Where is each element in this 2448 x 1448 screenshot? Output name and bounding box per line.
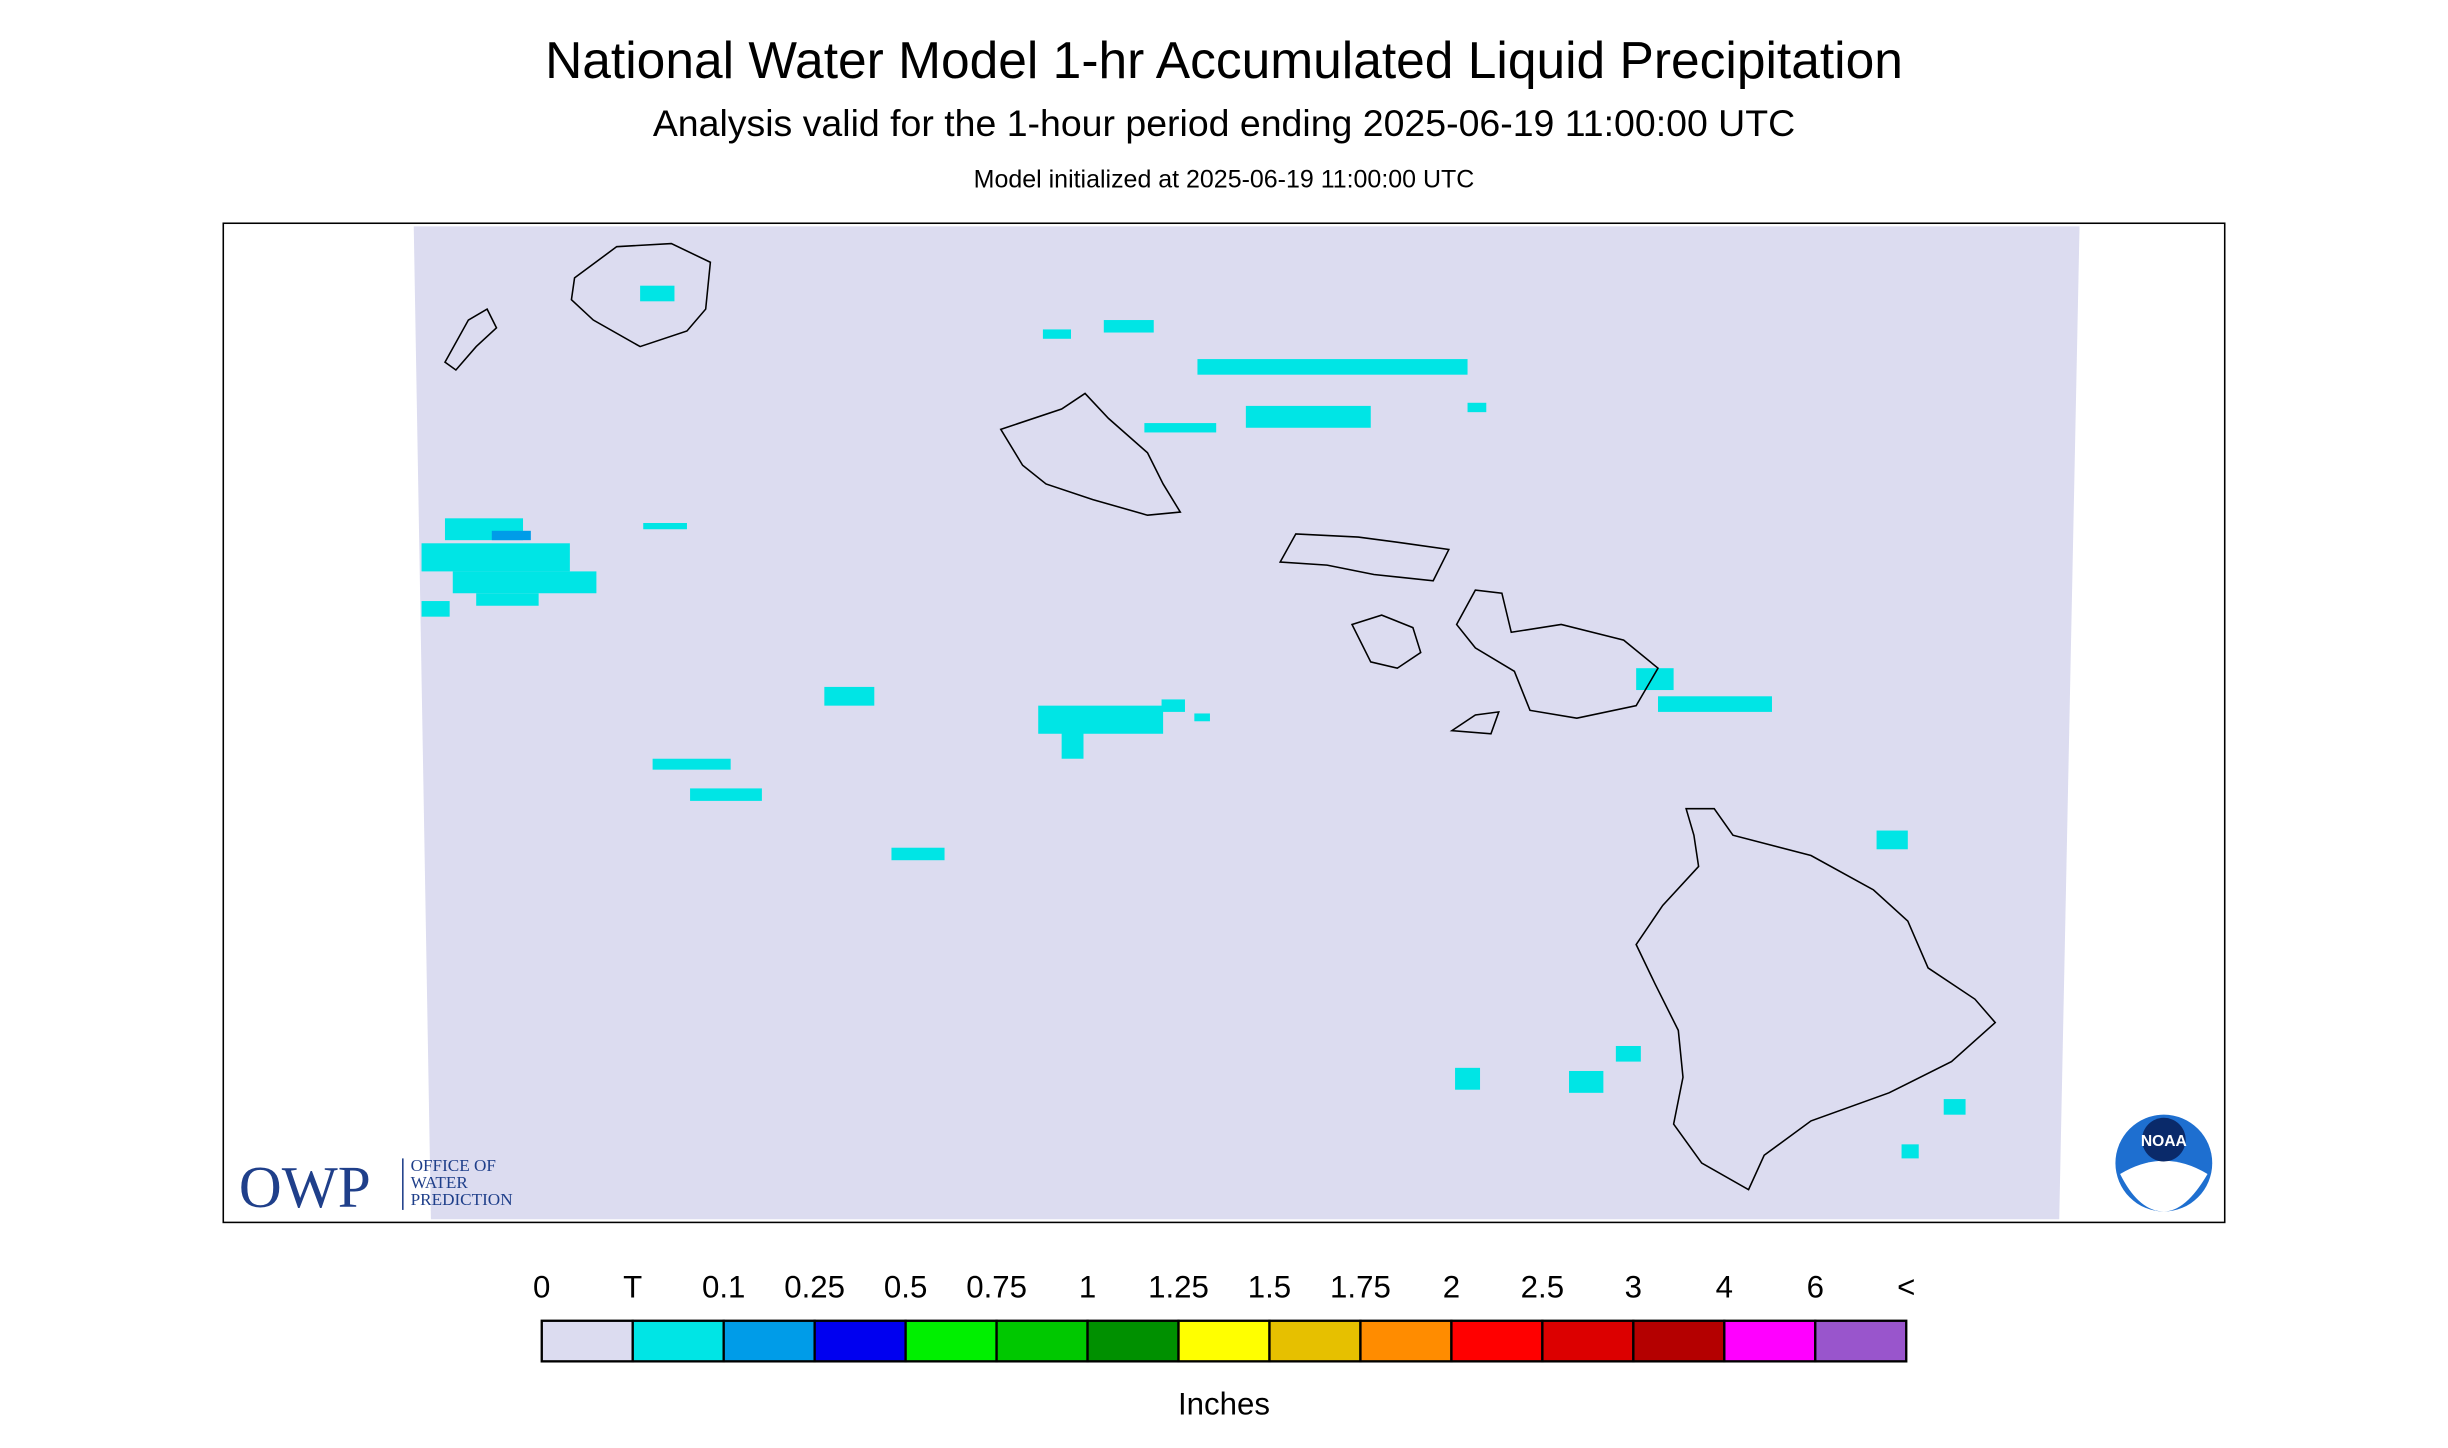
legend-swatch bbox=[995, 1319, 1089, 1363]
legend-swatch bbox=[1086, 1319, 1180, 1363]
legend-unit: Inches bbox=[1178, 1386, 1270, 1421]
legend-swatch bbox=[1541, 1319, 1635, 1363]
model-domain bbox=[413, 226, 2080, 1220]
legend-swatch bbox=[1268, 1319, 1362, 1363]
legend: 0 T 0.1 0.25 0.5 0.75 1 1.25 1.5 1.75 2 2.5 3 4 6 < bbox=[533, 1269, 1915, 1363]
owp-logo: OWP OFFICE OF WATER PREDICTION bbox=[239, 1154, 513, 1220]
legend-swatch bbox=[722, 1319, 816, 1363]
legend-label: 2.5 bbox=[1521, 1269, 1564, 1304]
legend-swatch bbox=[540, 1319, 634, 1363]
init-time: Model initialized at 2025-06-19 11:00:00… bbox=[974, 165, 1475, 193]
legend-label: 0.25 bbox=[784, 1269, 845, 1304]
legend-label: 2 bbox=[1443, 1269, 1460, 1304]
legend-label: 6 bbox=[1807, 1269, 1824, 1304]
noaa-text: NOAA bbox=[2141, 1133, 2187, 1150]
title: National Water Model 1-hr Accumulated Li… bbox=[545, 31, 1903, 89]
owp-logo-text: OWP bbox=[239, 1154, 371, 1220]
owp-line: PREDICTION bbox=[411, 1190, 513, 1209]
subtitle: Analysis valid for the 1-hour period end… bbox=[653, 102, 1795, 144]
legend-label: 0.5 bbox=[884, 1269, 927, 1304]
legend-label: 1.25 bbox=[1148, 1269, 1209, 1304]
legend-swatch bbox=[1359, 1319, 1453, 1363]
precip-areas bbox=[421, 285, 1966, 1159]
legend-label: 1.5 bbox=[1248, 1269, 1291, 1304]
legend-label: < bbox=[1897, 1269, 1915, 1304]
legend-label: 1.75 bbox=[1330, 1269, 1391, 1304]
island-outlines bbox=[443, 242, 1997, 1191]
legend-label: 0.75 bbox=[966, 1269, 1027, 1304]
legend-label: 1 bbox=[1079, 1269, 1096, 1304]
owp-line: WATER bbox=[411, 1173, 469, 1192]
legend-label: 0.1 bbox=[702, 1269, 745, 1304]
legend-swatch bbox=[1632, 1319, 1726, 1363]
legend-label: T bbox=[623, 1269, 642, 1304]
legend-swatch bbox=[1450, 1319, 1544, 1363]
legend-swatch bbox=[1723, 1319, 1817, 1363]
legend-swatch bbox=[904, 1319, 998, 1363]
legend-label: 4 bbox=[1716, 1269, 1733, 1304]
legend-swatch bbox=[1177, 1319, 1271, 1363]
owp-line: OFFICE OF bbox=[411, 1156, 496, 1175]
legend-label: 3 bbox=[1625, 1269, 1642, 1304]
noaa-logo: NOAA bbox=[2115, 1114, 2213, 1212]
legend-label: 0 bbox=[533, 1269, 550, 1304]
legend-swatch bbox=[813, 1319, 907, 1363]
legend-swatch bbox=[1814, 1319, 1908, 1363]
legend-swatch bbox=[631, 1319, 725, 1363]
